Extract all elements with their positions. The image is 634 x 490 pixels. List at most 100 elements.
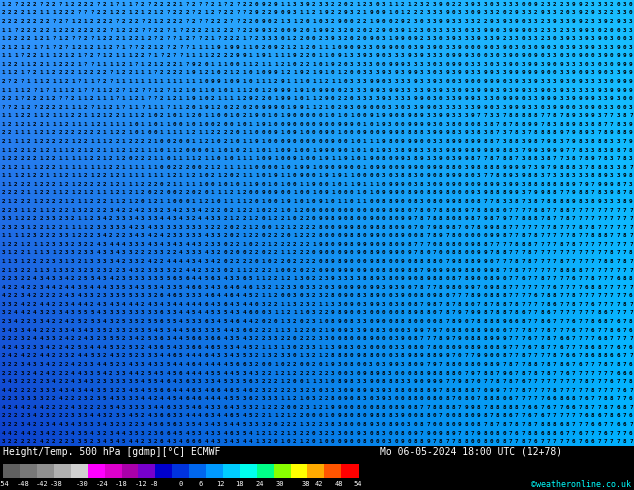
Text: 2: 2 <box>147 250 151 255</box>
Text: 7: 7 <box>616 242 620 247</box>
Text: 6: 6 <box>191 345 195 350</box>
Text: 3: 3 <box>77 379 81 384</box>
Text: 4: 4 <box>115 250 119 255</box>
Text: 7: 7 <box>508 294 512 298</box>
Text: 0: 0 <box>458 88 462 93</box>
Text: 1: 1 <box>33 199 37 204</box>
Text: 0: 0 <box>451 268 455 272</box>
Text: 8: 8 <box>547 362 550 367</box>
Text: 4: 4 <box>249 370 252 375</box>
Text: 9: 9 <box>344 156 347 161</box>
Text: 1: 1 <box>191 156 195 161</box>
Text: 9: 9 <box>451 36 455 41</box>
Text: 7: 7 <box>597 388 601 392</box>
Text: 2: 2 <box>356 19 360 24</box>
Text: 4: 4 <box>115 208 119 213</box>
Text: 7: 7 <box>629 225 633 230</box>
Text: 2: 2 <box>90 156 94 161</box>
Text: 0: 0 <box>369 396 373 401</box>
Text: 4: 4 <box>103 285 107 290</box>
Text: 9: 9 <box>382 242 385 247</box>
Text: 2: 2 <box>204 139 208 144</box>
Text: 0: 0 <box>426 396 430 401</box>
Text: 3: 3 <box>191 208 195 213</box>
Text: 8: 8 <box>375 431 379 436</box>
Text: 1: 1 <box>280 250 284 255</box>
Text: 1: 1 <box>109 147 113 152</box>
Text: 1: 1 <box>128 182 132 187</box>
Text: 1: 1 <box>255 285 259 290</box>
Text: 7: 7 <box>604 225 607 230</box>
Text: 1: 1 <box>325 105 328 110</box>
Text: 3: 3 <box>274 345 278 350</box>
Text: 0: 0 <box>623 105 626 110</box>
Text: 8: 8 <box>337 259 341 264</box>
Text: 2: 2 <box>52 2 56 7</box>
Text: 3: 3 <box>464 10 468 15</box>
Text: 4: 4 <box>147 233 151 238</box>
Text: 2: 2 <box>96 27 100 32</box>
Text: 3: 3 <box>172 414 176 418</box>
Text: 0: 0 <box>451 10 455 15</box>
Text: 7: 7 <box>623 139 626 144</box>
Text: 1: 1 <box>172 79 176 84</box>
Text: 2: 2 <box>249 250 252 255</box>
Text: 1: 1 <box>230 165 233 170</box>
Text: 6: 6 <box>179 370 183 375</box>
Text: 2: 2 <box>299 405 303 410</box>
Text: 9: 9 <box>508 105 512 110</box>
Text: 5: 5 <box>134 328 138 333</box>
Text: 2: 2 <box>39 105 43 110</box>
Text: 1: 1 <box>255 208 259 213</box>
Text: 3: 3 <box>318 431 322 436</box>
Text: 3: 3 <box>90 328 94 333</box>
Text: 9: 9 <box>515 88 519 93</box>
Text: 8: 8 <box>502 414 506 418</box>
Text: 1: 1 <box>280 130 284 135</box>
Text: 0: 0 <box>350 165 354 170</box>
Text: 1: 1 <box>71 182 75 187</box>
Text: 1: 1 <box>33 130 37 135</box>
Text: 7: 7 <box>458 225 462 230</box>
Text: 5: 5 <box>134 388 138 392</box>
Text: 7: 7 <box>591 379 595 384</box>
Text: 2: 2 <box>217 259 221 264</box>
Text: 2: 2 <box>14 79 18 84</box>
Text: 1: 1 <box>210 62 214 67</box>
Text: 2: 2 <box>280 45 284 49</box>
Text: 8: 8 <box>401 208 404 213</box>
Text: 9: 9 <box>496 336 500 341</box>
Text: 3: 3 <box>540 173 544 178</box>
Text: 2: 2 <box>312 10 316 15</box>
Text: 9: 9 <box>268 156 271 161</box>
Text: 3: 3 <box>122 396 126 401</box>
Text: 0: 0 <box>382 19 385 24</box>
Text: 9: 9 <box>629 139 633 144</box>
Text: 3: 3 <box>578 88 582 93</box>
Text: 0: 0 <box>363 113 366 118</box>
Text: 9: 9 <box>597 36 601 41</box>
Text: 6: 6 <box>160 311 164 316</box>
Text: 9: 9 <box>527 71 531 75</box>
Text: 9: 9 <box>401 182 404 187</box>
Text: 2: 2 <box>103 10 107 15</box>
Text: 3: 3 <box>394 353 398 358</box>
Text: 0: 0 <box>616 36 620 41</box>
Text: 1: 1 <box>39 88 43 93</box>
Text: 4: 4 <box>198 302 202 307</box>
Text: 3: 3 <box>14 328 18 333</box>
Text: 0: 0 <box>420 19 424 24</box>
Text: 2: 2 <box>141 113 145 118</box>
Text: 9: 9 <box>439 353 443 358</box>
Text: 0: 0 <box>477 79 481 84</box>
Text: 3: 3 <box>616 113 620 118</box>
Text: 4: 4 <box>179 259 183 264</box>
Text: 7: 7 <box>629 439 633 444</box>
Text: -54: -54 <box>0 481 10 487</box>
Text: 3: 3 <box>331 388 335 392</box>
Text: 9: 9 <box>369 336 373 341</box>
Text: 1: 1 <box>39 53 43 58</box>
Text: 3: 3 <box>261 285 265 290</box>
Text: 9: 9 <box>623 62 626 67</box>
Text: 9: 9 <box>540 45 544 49</box>
